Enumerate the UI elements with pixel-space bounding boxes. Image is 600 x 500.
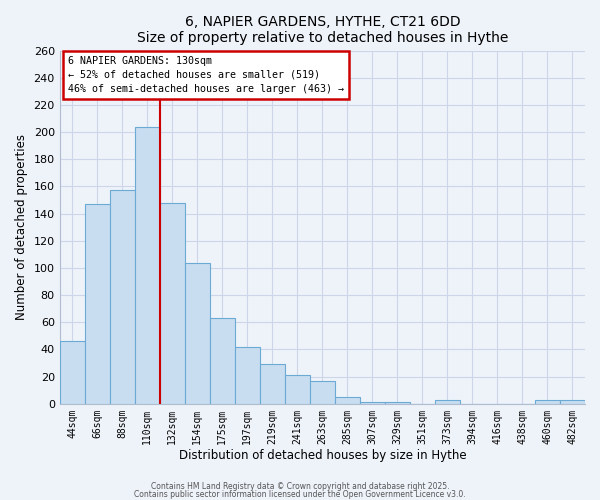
Text: 6 NAPIER GARDENS: 130sqm
← 52% of detached houses are smaller (519)
46% of semi-: 6 NAPIER GARDENS: 130sqm ← 52% of detach… [68, 56, 344, 94]
Bar [385, 402, 410, 404]
Bar [85, 204, 110, 404]
Bar [210, 318, 235, 404]
Bar [435, 400, 460, 404]
Bar [360, 402, 385, 404]
Title: 6, NAPIER GARDENS, HYTHE, CT21 6DD
Size of property relative to detached houses : 6, NAPIER GARDENS, HYTHE, CT21 6DD Size … [137, 15, 508, 45]
Bar [535, 400, 560, 404]
Bar [260, 364, 285, 404]
Bar [160, 202, 185, 404]
Bar [235, 347, 260, 404]
Bar [335, 397, 360, 404]
Bar [285, 376, 310, 404]
Text: Contains HM Land Registry data © Crown copyright and database right 2025.: Contains HM Land Registry data © Crown c… [151, 482, 449, 491]
Bar [560, 400, 585, 404]
Bar [110, 190, 135, 404]
Text: Contains public sector information licensed under the Open Government Licence v3: Contains public sector information licen… [134, 490, 466, 499]
Bar [135, 126, 160, 404]
Bar [310, 380, 335, 404]
Bar [59, 342, 85, 404]
Bar [185, 262, 210, 404]
X-axis label: Distribution of detached houses by size in Hythe: Distribution of detached houses by size … [179, 450, 466, 462]
Y-axis label: Number of detached properties: Number of detached properties [15, 134, 28, 320]
